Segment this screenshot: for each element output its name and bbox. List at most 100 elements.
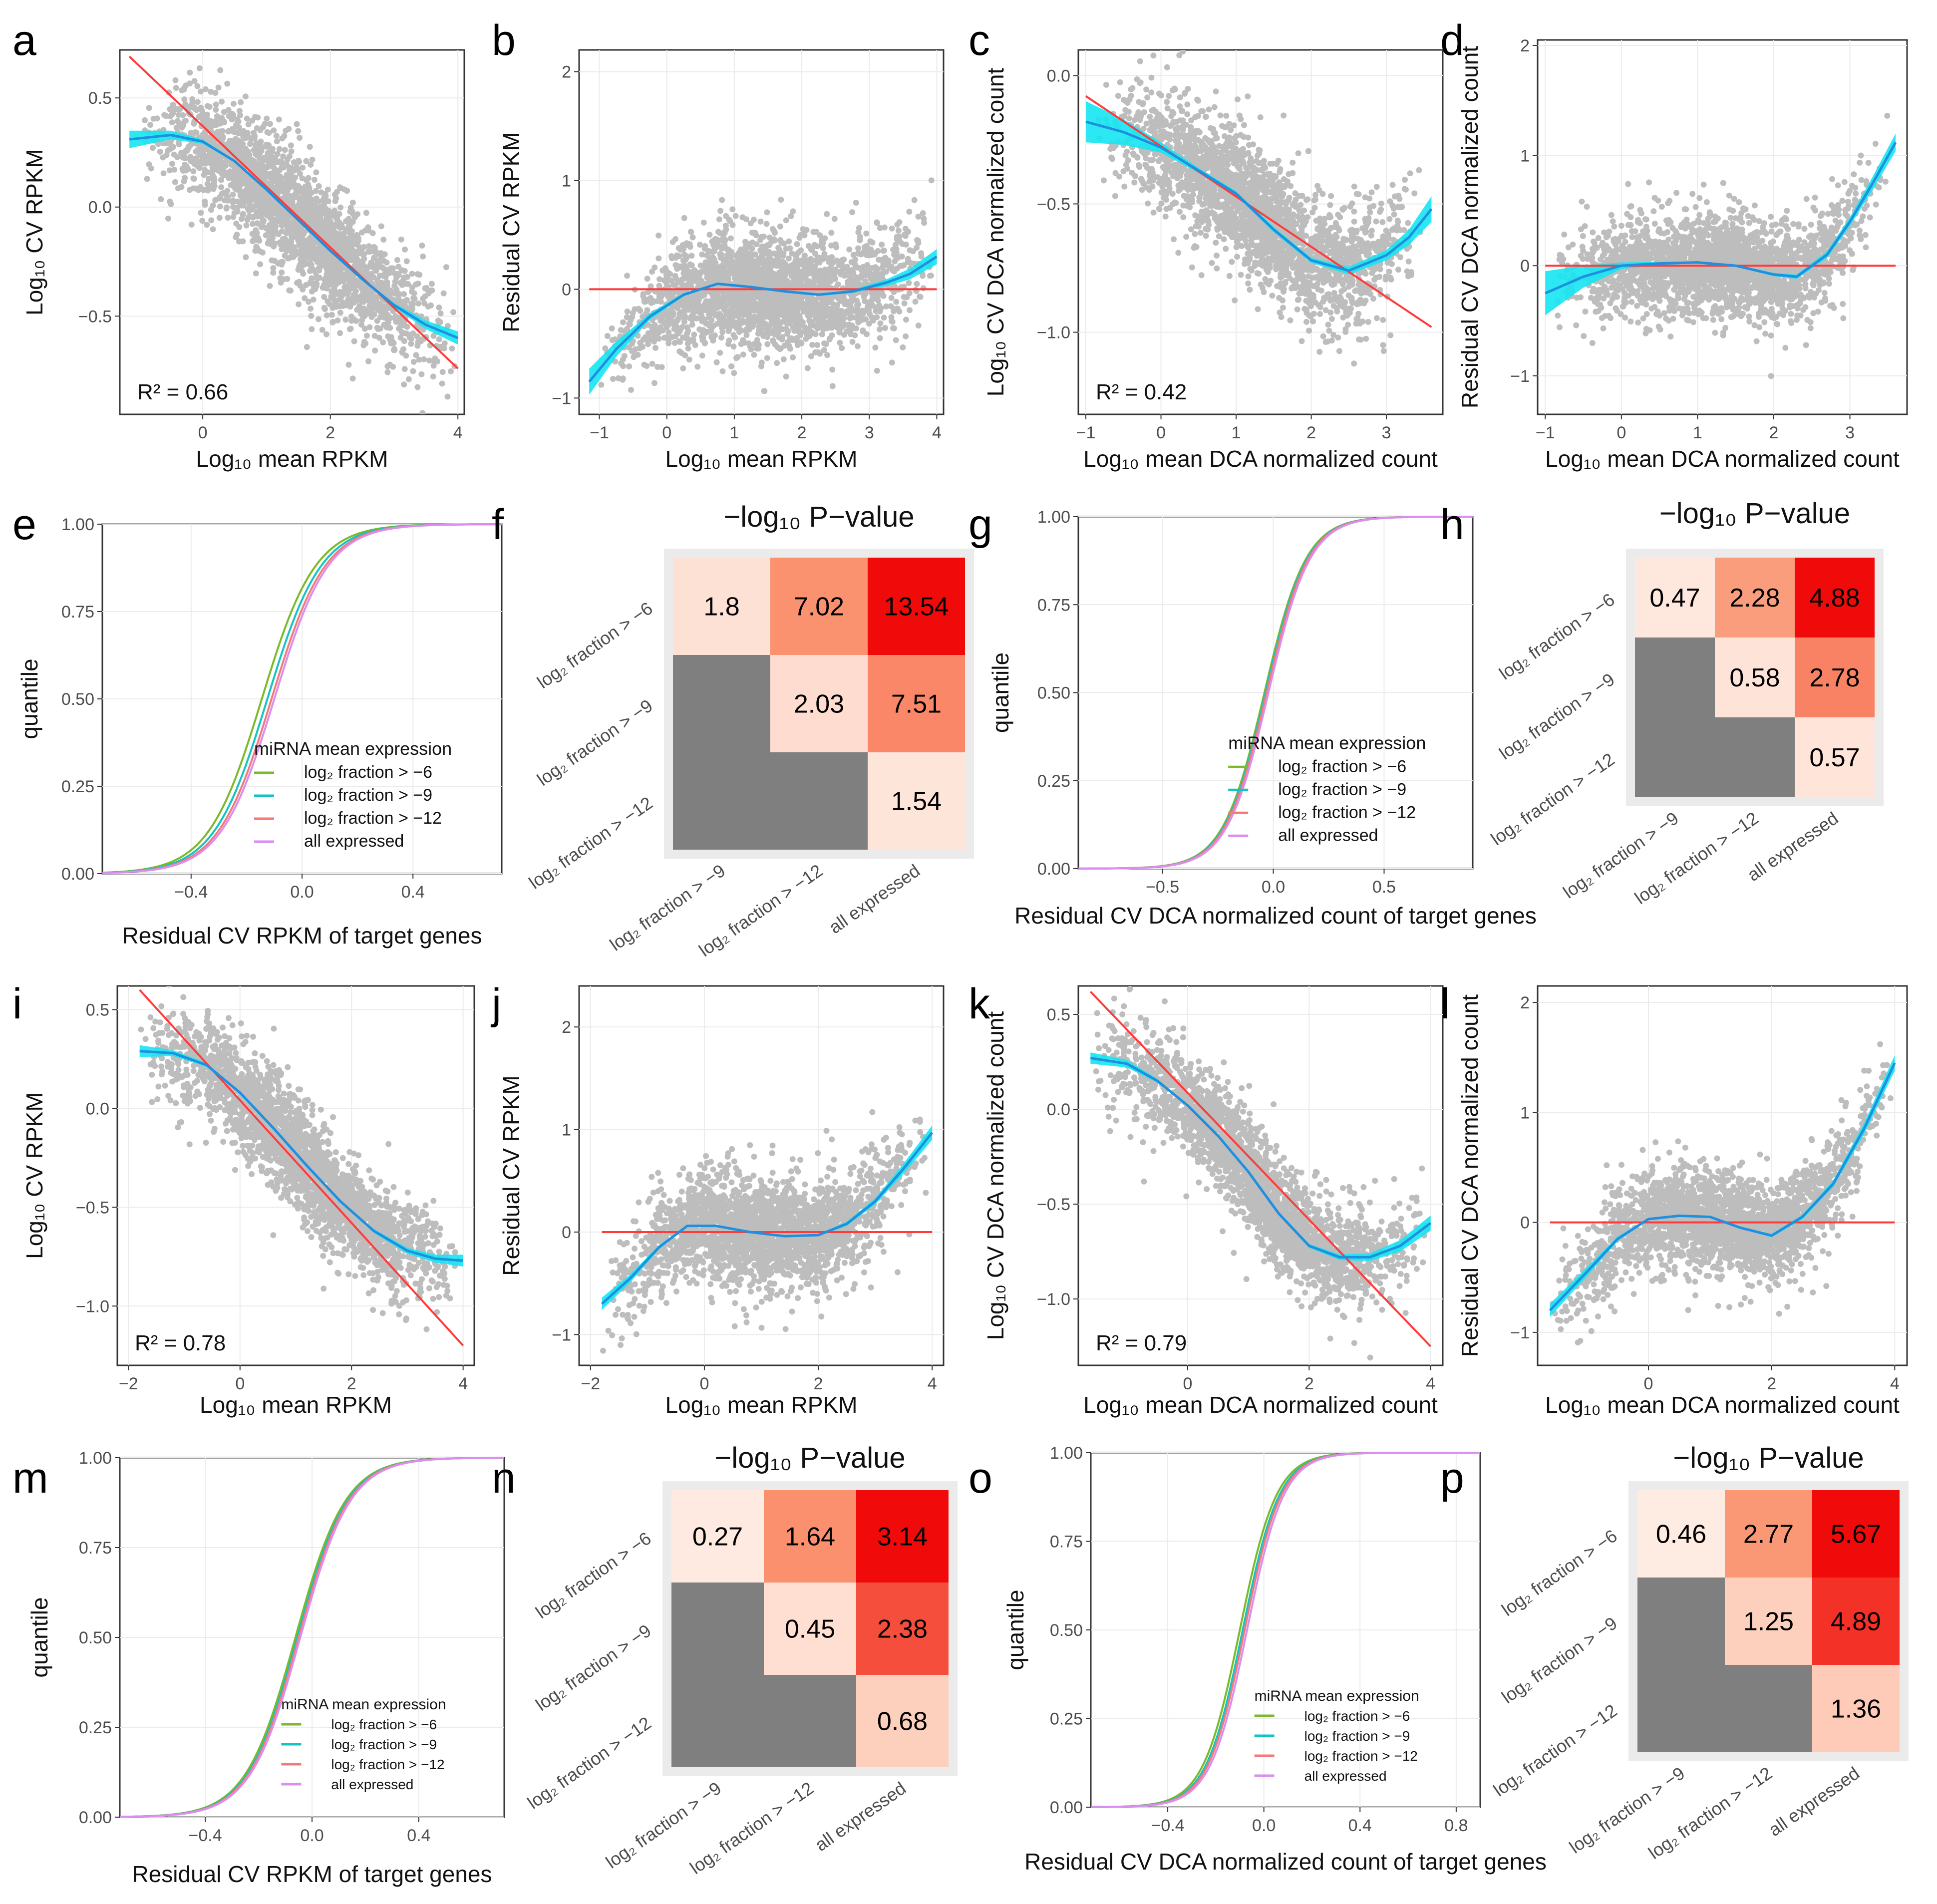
data-point (620, 356, 626, 362)
data-point (359, 291, 366, 297)
data-point (216, 215, 223, 221)
data-point (801, 232, 808, 239)
data-point (288, 142, 294, 149)
data-point (204, 103, 211, 109)
data-point (812, 315, 819, 321)
data-point (779, 334, 786, 340)
data-point (276, 116, 282, 123)
data-point (297, 283, 304, 289)
data-point (322, 306, 328, 313)
data-point (1213, 88, 1219, 95)
data-point (761, 388, 768, 394)
data-point (656, 294, 663, 301)
data-point (291, 159, 297, 165)
data-point (365, 286, 372, 292)
data-point (267, 283, 273, 289)
data-point (354, 211, 361, 218)
data-point (772, 258, 778, 264)
x-tick-label: 0 (1156, 423, 1166, 442)
data-point (795, 250, 801, 256)
data-point (254, 125, 260, 131)
data-point (172, 40, 178, 46)
x-tick-label: 0 (198, 423, 208, 442)
data-point (838, 317, 844, 324)
data-point (708, 249, 714, 255)
data-point (270, 270, 277, 276)
data-point (363, 308, 369, 315)
data-point (760, 282, 766, 289)
data-point (643, 298, 649, 305)
data-point (820, 311, 826, 317)
data-point (694, 363, 701, 370)
data-point (669, 320, 675, 326)
data-point (342, 240, 348, 246)
data-point (804, 365, 811, 371)
data-point (420, 253, 426, 260)
data-point (829, 383, 836, 389)
x-tick-label: −1 (590, 423, 609, 442)
data-point (439, 369, 446, 375)
data-point (383, 286, 389, 293)
data-point (853, 264, 859, 271)
data-point (691, 303, 697, 310)
data-point (358, 246, 365, 253)
data-point (408, 340, 414, 347)
data-point (284, 214, 291, 220)
data-point (783, 217, 789, 224)
data-point (649, 269, 655, 275)
data-point (211, 183, 218, 189)
data-point (308, 161, 314, 168)
data-point (765, 268, 772, 275)
data-point (628, 387, 634, 393)
data-point (780, 356, 787, 362)
data-point (817, 323, 823, 329)
data-point (1184, 101, 1191, 108)
data-point (278, 159, 285, 165)
data-point (719, 368, 726, 374)
data-point (303, 186, 309, 193)
data-point (188, 221, 195, 228)
data-point (766, 278, 772, 285)
data-point (221, 118, 227, 125)
data-point (258, 138, 264, 145)
data-point (847, 274, 853, 281)
data-point (609, 337, 616, 343)
data-point (665, 329, 672, 335)
data-point (233, 150, 239, 156)
data-point (847, 303, 854, 310)
data-point (824, 352, 830, 358)
data-point (324, 214, 330, 220)
data-point (891, 325, 897, 331)
data-point (198, 210, 204, 216)
data-point (349, 235, 355, 241)
data-point (267, 121, 273, 127)
data-point (255, 220, 261, 227)
data-point (820, 245, 826, 252)
data-point (315, 216, 321, 222)
data-point (192, 129, 199, 135)
data-point (308, 241, 315, 247)
data-point (244, 130, 251, 136)
data-point (721, 242, 728, 248)
data-point (729, 290, 736, 297)
data-point (685, 299, 691, 306)
data-point (684, 340, 691, 347)
data-point (876, 292, 882, 298)
data-point (419, 410, 426, 414)
data-point (448, 368, 454, 374)
data-point (850, 252, 857, 258)
data-point (874, 367, 880, 374)
data-point (915, 322, 922, 329)
data-point (273, 133, 280, 139)
data-point (167, 106, 173, 112)
data-point (410, 358, 417, 365)
data-point (828, 242, 835, 249)
x-tick-label: 4 (453, 423, 463, 442)
data-point (246, 179, 252, 186)
data-point (440, 290, 447, 297)
data-point (327, 223, 333, 230)
data-point (831, 271, 837, 277)
data-point (190, 168, 197, 175)
data-point (208, 217, 215, 224)
data-point (764, 341, 771, 347)
